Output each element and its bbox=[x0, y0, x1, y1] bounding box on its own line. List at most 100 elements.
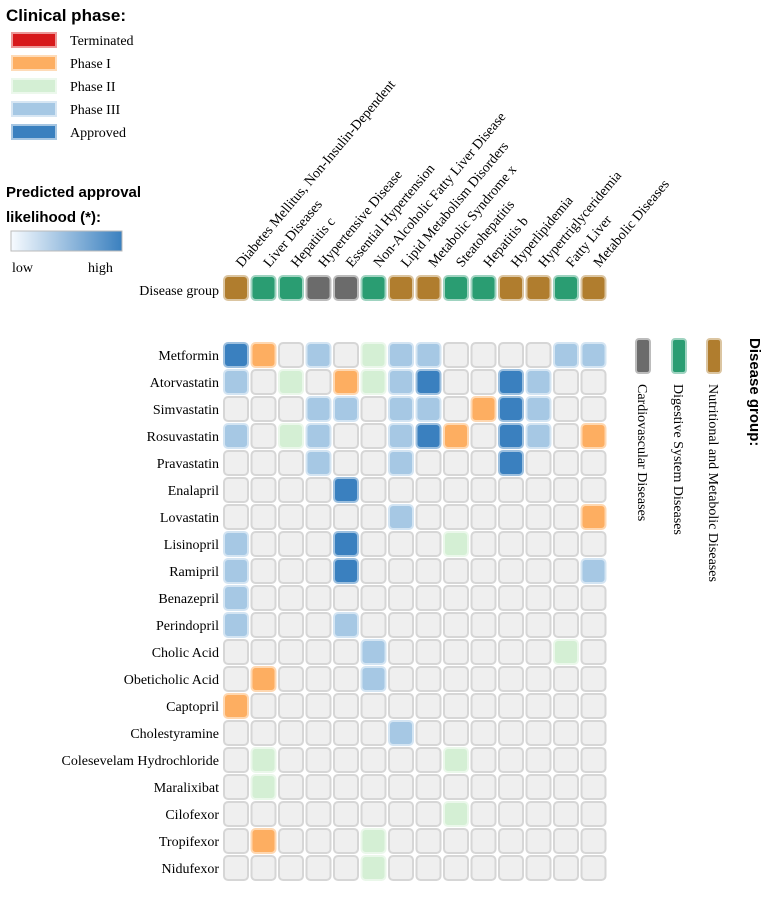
cell-1-10 bbox=[498, 369, 524, 395]
cell-10-3 bbox=[305, 612, 332, 638]
cell-15-8 bbox=[443, 747, 469, 773]
drug-label-11: Cholic Acid bbox=[152, 646, 219, 661]
cell-8-1 bbox=[250, 558, 277, 584]
cell-18-11 bbox=[525, 828, 552, 854]
cell-5-1 bbox=[250, 477, 277, 503]
cell-10-2 bbox=[278, 612, 304, 638]
cell-0-11 bbox=[525, 342, 552, 368]
cell-12-9 bbox=[470, 666, 497, 692]
cell-4-12 bbox=[553, 450, 579, 476]
cell-11-3 bbox=[305, 639, 332, 665]
cell-17-13 bbox=[580, 801, 607, 827]
cell-9-12 bbox=[553, 585, 579, 611]
cell-8-0 bbox=[223, 558, 249, 584]
cell-5-0 bbox=[223, 477, 249, 503]
cell-13-1 bbox=[250, 693, 277, 719]
drug-label-8: Ramipril bbox=[169, 565, 219, 580]
cell-13-0 bbox=[223, 693, 249, 719]
cell-8-6 bbox=[388, 558, 414, 584]
cell-12-0 bbox=[223, 666, 249, 692]
phase-legend-label-1: Phase I bbox=[70, 57, 111, 72]
cell-12-4 bbox=[333, 666, 359, 692]
disease-group-cell-1 bbox=[250, 275, 277, 301]
cell-5-13 bbox=[580, 477, 607, 503]
cell-1-0 bbox=[223, 369, 249, 395]
cell-0-8 bbox=[443, 342, 469, 368]
cell-3-9 bbox=[470, 423, 497, 449]
cell-11-1 bbox=[250, 639, 277, 665]
cell-6-11 bbox=[525, 504, 552, 530]
cell-9-13 bbox=[580, 585, 607, 611]
cell-15-11 bbox=[525, 747, 552, 773]
cell-18-6 bbox=[388, 828, 414, 854]
cell-9-1 bbox=[250, 585, 277, 611]
cell-13-9 bbox=[470, 693, 497, 719]
cell-15-12 bbox=[553, 747, 579, 773]
cell-2-8 bbox=[443, 396, 469, 422]
group-legend-swatch-1 bbox=[671, 338, 687, 374]
drug-label-12: Obeticholic Acid bbox=[124, 673, 219, 688]
drug-label-19: Nidufexor bbox=[161, 862, 219, 877]
cell-2-0 bbox=[223, 396, 249, 422]
disease-group-cell-2 bbox=[278, 275, 304, 301]
cell-1-8 bbox=[443, 369, 469, 395]
cell-1-6 bbox=[388, 369, 414, 395]
cell-13-8 bbox=[443, 693, 469, 719]
cell-17-5 bbox=[360, 801, 387, 827]
cell-7-0 bbox=[223, 531, 249, 557]
cell-13-2 bbox=[278, 693, 304, 719]
cell-6-13 bbox=[580, 504, 607, 530]
cell-3-12 bbox=[553, 423, 579, 449]
cell-12-6 bbox=[388, 666, 414, 692]
drug-label-15: Colesevelam Hydrochloride bbox=[62, 754, 219, 769]
cell-12-8 bbox=[443, 666, 469, 692]
cell-14-1 bbox=[250, 720, 277, 746]
cell-19-5 bbox=[360, 855, 387, 881]
cell-17-10 bbox=[498, 801, 524, 827]
cell-12-1 bbox=[250, 666, 277, 692]
cell-2-7 bbox=[415, 396, 442, 422]
cell-4-9 bbox=[470, 450, 497, 476]
cell-1-13 bbox=[580, 369, 607, 395]
cell-8-7 bbox=[415, 558, 442, 584]
group-legend-swatch-0 bbox=[635, 338, 651, 374]
cell-15-13 bbox=[580, 747, 607, 773]
cell-9-9 bbox=[470, 585, 497, 611]
drug-label-5: Enalapril bbox=[168, 484, 219, 499]
cell-14-3 bbox=[305, 720, 332, 746]
cell-18-1 bbox=[250, 828, 277, 854]
disease-group-cell-13 bbox=[580, 275, 607, 301]
cell-4-7 bbox=[415, 450, 442, 476]
cell-7-9 bbox=[470, 531, 497, 557]
cell-19-0 bbox=[223, 855, 249, 881]
cell-0-13 bbox=[580, 342, 607, 368]
cell-6-9 bbox=[470, 504, 497, 530]
disease-group-cell-0 bbox=[223, 275, 249, 301]
drug-label-9: Benazepril bbox=[158, 592, 219, 607]
disease-group-cell-4 bbox=[333, 275, 359, 301]
cell-19-8 bbox=[443, 855, 469, 881]
cell-16-2 bbox=[278, 774, 304, 800]
drug-label-1: Atorvastatin bbox=[150, 376, 219, 391]
cell-18-0 bbox=[223, 828, 249, 854]
cell-16-10 bbox=[498, 774, 524, 800]
cell-7-6 bbox=[388, 531, 414, 557]
cell-9-2 bbox=[278, 585, 304, 611]
cell-11-8 bbox=[443, 639, 469, 665]
cell-16-4 bbox=[333, 774, 359, 800]
cell-10-0 bbox=[223, 612, 249, 638]
cell-7-3 bbox=[305, 531, 332, 557]
disease-group-cell-5 bbox=[360, 275, 387, 301]
cell-19-6 bbox=[388, 855, 414, 881]
cell-7-7 bbox=[415, 531, 442, 557]
cell-7-11 bbox=[525, 531, 552, 557]
cell-17-2 bbox=[278, 801, 304, 827]
drug-label-17: Cilofexor bbox=[165, 808, 219, 823]
disease-group-row-label: Disease group bbox=[139, 284, 219, 299]
cell-5-10 bbox=[498, 477, 524, 503]
phase-legend-swatch-1 bbox=[11, 55, 57, 71]
disease-group-cell-7 bbox=[415, 275, 442, 301]
cell-13-12 bbox=[553, 693, 579, 719]
cell-0-5 bbox=[360, 342, 387, 368]
cell-8-8 bbox=[443, 558, 469, 584]
